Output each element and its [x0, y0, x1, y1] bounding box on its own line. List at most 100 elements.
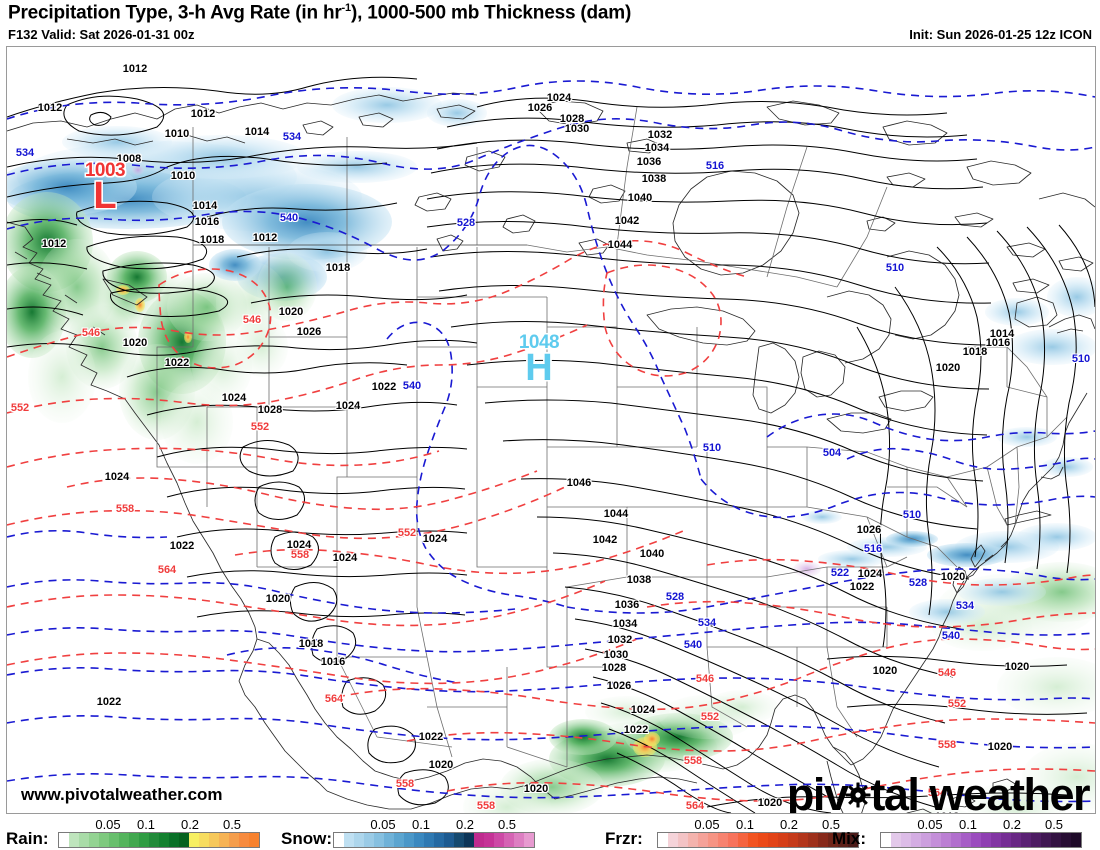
legend-color-swatch	[179, 833, 189, 847]
thickness-contour-label: 510	[702, 442, 722, 454]
legend-color-swatch	[991, 833, 1001, 847]
legend-color-swatch	[891, 833, 901, 847]
mslp-contour-label: 1020	[940, 571, 966, 583]
thickness-contour-label: 564	[157, 564, 177, 576]
legend-color-swatch	[911, 833, 921, 847]
legend-colorbar[interactable]	[657, 832, 859, 848]
mslp-isobar-layer	[7, 76, 1095, 813]
legend-color-swatch	[219, 833, 229, 847]
legend-color-swatch	[951, 833, 961, 847]
legend-ticks: 0.05 0.1 0.2 0.5	[0, 817, 1100, 833]
legend-group: Rain: 0.05 0.1 0.2 0.5	[0, 814, 1100, 850]
thickness-contour-label: 510	[885, 262, 905, 274]
legend-color-swatch	[718, 833, 728, 847]
legend-color-swatch	[79, 833, 89, 847]
mslp-contour-label: 1012	[190, 108, 216, 120]
thickness-contour-label: 552	[947, 698, 967, 710]
pressure-center-value: 1048	[518, 331, 560, 353]
mslp-contour-label: 1032	[647, 129, 673, 141]
legend-color-swatch	[708, 833, 718, 847]
mslp-contour-label: 1030	[603, 649, 629, 661]
mslp-contour-label: 1018	[935, 811, 959, 813]
legend-color-swatch	[99, 833, 109, 847]
map-graphics	[7, 76, 1095, 813]
mslp-contour-label: 1014	[192, 200, 218, 212]
mslp-contour-label: 1042	[614, 215, 640, 227]
mslp-contour-label: 1024	[221, 392, 247, 404]
legend-color-swatch	[209, 833, 219, 847]
legend-color-swatch	[404, 833, 414, 847]
page-title-exponent: -1	[341, 2, 352, 14]
thickness-contour-label: 534	[697, 617, 717, 629]
legend-tick-label: 0.2	[1002, 817, 1022, 832]
mslp-contour-label: 1034	[644, 142, 670, 154]
mslp-contour-label: 1020	[428, 759, 454, 771]
legend-color-swatch	[424, 833, 434, 847]
pivotal-weather-logo: piv	[787, 772, 1091, 813]
legend-color-swatch	[1041, 833, 1051, 847]
mslp-contour-label: 1036	[614, 599, 640, 611]
mslp-contour-label: 1024	[546, 92, 572, 104]
legend-ticks: 0.05 0.1 0.2 0.5	[0, 817, 1100, 833]
mslp-contour-label: 1042	[592, 534, 618, 546]
mslp-contour-label: 1010	[170, 170, 196, 182]
gear-icon	[845, 782, 871, 808]
legend-color-swatch	[1021, 833, 1031, 847]
legend-color-swatch	[139, 833, 149, 847]
pressure-center-low: 1003 L	[85, 161, 126, 217]
mslp-contour-label: 1022	[418, 731, 444, 743]
mslp-contour-label: 1022	[164, 357, 190, 369]
mslp-contour-label: 1012	[252, 232, 278, 244]
legend-color-swatch	[89, 833, 99, 847]
legend-tick-label: 0.05	[694, 817, 720, 832]
mslp-contour-label: 1022	[96, 696, 122, 708]
legend-tick-label: 0.05	[370, 817, 396, 832]
legend-color-swatch	[229, 833, 239, 847]
legend-color-swatch	[838, 833, 848, 847]
legend-color-swatch	[149, 833, 159, 847]
legend-color-swatch	[1011, 833, 1021, 847]
mslp-contour-label: 1020	[523, 783, 549, 795]
pressure-center-symbol: H	[525, 346, 553, 389]
legend-color-swatch	[59, 833, 69, 847]
mslp-contour-label: 1026	[856, 524, 882, 536]
legend-color-swatch	[778, 833, 788, 847]
mslp-contour-label: 1020	[935, 362, 961, 374]
political-borders-layer	[156, 106, 1068, 768]
thickness-contour-label: 528	[908, 577, 928, 589]
mslp-contour-label: 1022	[623, 724, 649, 736]
mslp-contour-label: 1022	[169, 540, 195, 552]
mslp-contour-label: 1026	[527, 102, 553, 114]
thickness-contour-label: 558	[476, 800, 496, 812]
mslp-contour-label: 1016	[985, 337, 1011, 349]
legend-tick-label: 0.1	[136, 817, 156, 832]
legend-ticks: 0.05 0.1 0.2 0.5	[0, 817, 1100, 833]
mslp-contour-label: 1034	[612, 618, 638, 630]
mslp-contour-label: 1012	[122, 63, 148, 75]
geography-layer	[7, 92, 1095, 813]
legend-label: Rain:	[6, 829, 49, 848]
thickness-contour-label: 528	[665, 591, 685, 603]
legend-colorbar[interactable]	[58, 832, 260, 848]
mslp-contour-label: 1018	[962, 346, 988, 358]
legend-colorbar[interactable]	[880, 832, 1082, 848]
map-canvas[interactable]: 1012 1012 1010 1012 1014 1008 1010 1014 1016 1018…	[6, 46, 1096, 814]
pressure-center-symbol: L	[93, 174, 117, 217]
legend-color-swatch	[728, 833, 738, 847]
legend-tick-label: 0.2	[779, 817, 799, 832]
legend-colorbar[interactable]	[333, 832, 535, 848]
page-title-tail: ), 1000-500 mb Thickness (dam)	[350, 2, 632, 24]
legend-color-swatch	[109, 833, 119, 847]
legend-label: Snow:	[281, 829, 332, 848]
legend-tick-label: 0.2	[455, 817, 475, 832]
mslp-contour-label: 1020	[122, 337, 148, 349]
page-title: Precipitation Type, 3-h Avg Rate (in hr-…	[8, 2, 631, 24]
mslp-contour-label: 1028	[257, 404, 283, 416]
legend-tick-label: 0.2	[180, 817, 200, 832]
thickness-contour-label: 540	[941, 630, 961, 642]
thickness-contour-label: 546	[81, 327, 101, 339]
legend-color-swatch	[698, 833, 708, 847]
legend-color-swatch	[941, 833, 951, 847]
mslp-contour-label: 1020	[265, 593, 291, 605]
legend-color-swatch	[961, 833, 971, 847]
